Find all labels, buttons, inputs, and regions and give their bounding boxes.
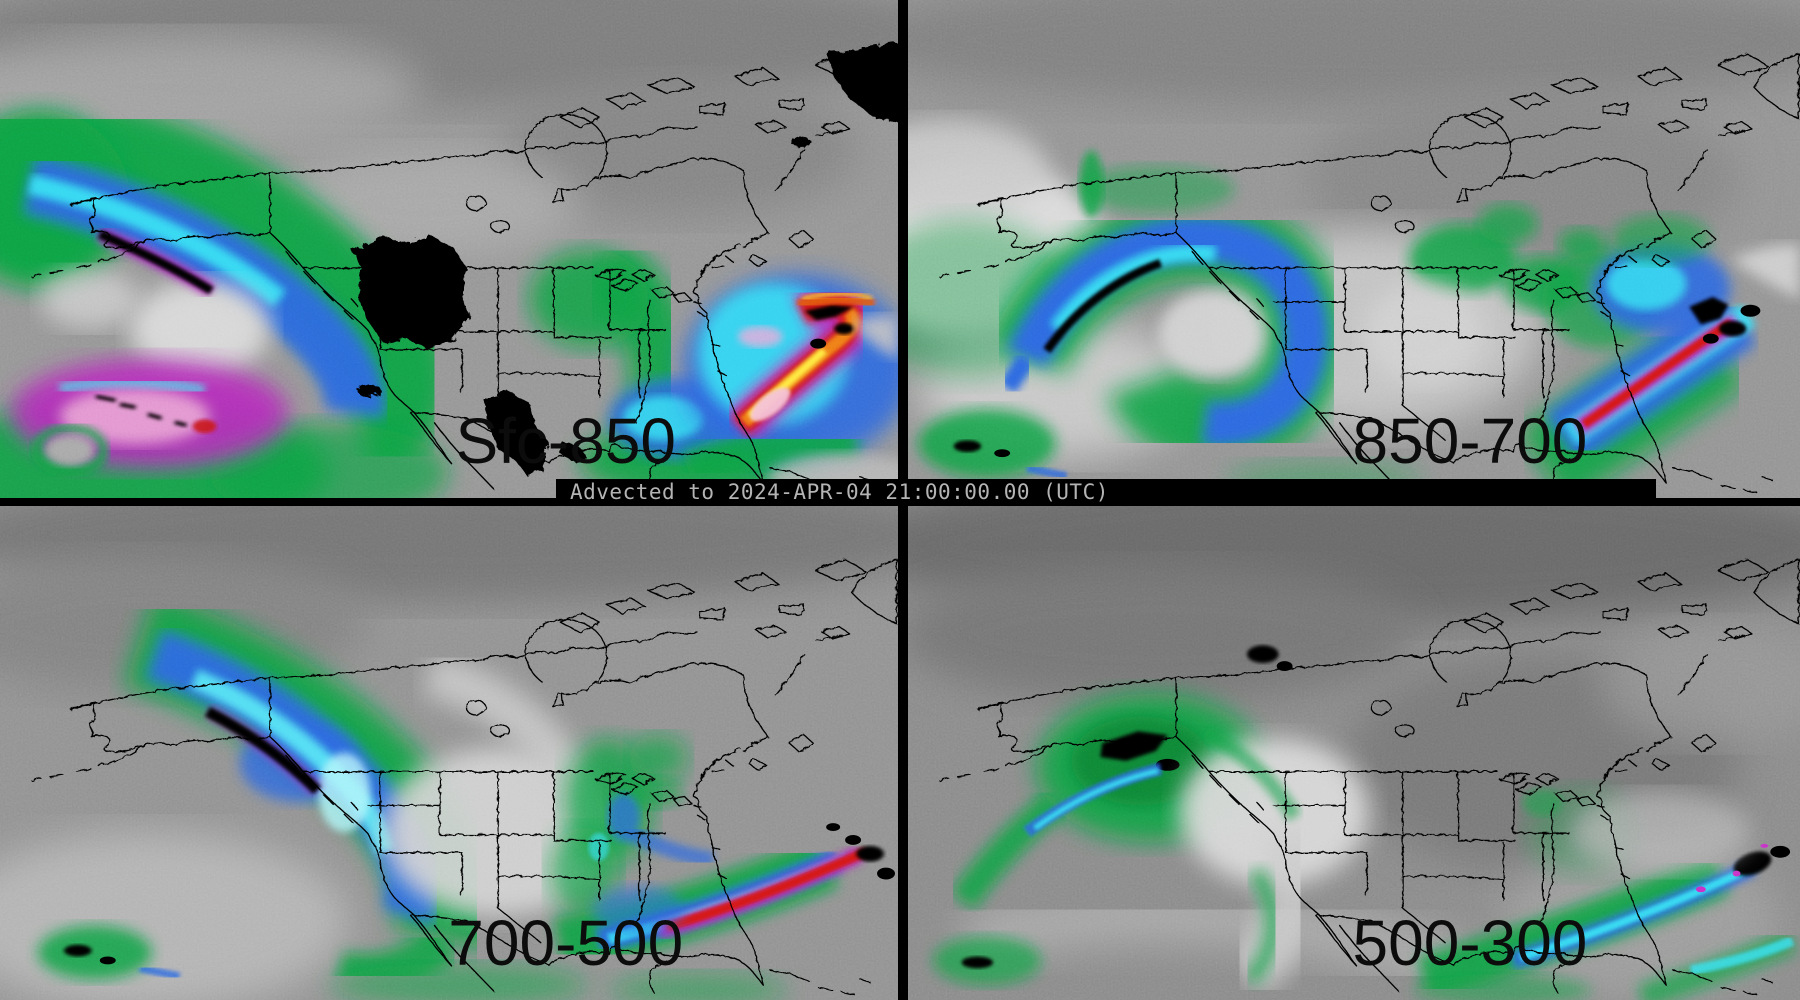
panel-700-500: 700-500: [0, 506, 898, 1000]
panel-500-300: 500-300: [908, 506, 1800, 1000]
satellite-map-500-300: [908, 506, 1800, 1000]
layer-label-sfc-850: Sfc-850: [455, 404, 677, 477]
satellite-map-850-700: [908, 0, 1800, 498]
panel-sfc-850: Sfc-850: [0, 0, 898, 498]
timestamp-banner: Advected to 2024-APR-04 21:00:00.00 (UTC…: [556, 479, 1656, 505]
layer-label-700-500: 700-500: [448, 907, 684, 980]
panel-850-700: 850-700: [908, 0, 1800, 498]
moisture-field-700-500: [0, 506, 898, 1000]
layer-label-850-700: 850-700: [1352, 404, 1588, 477]
moisture-field-sfc-850: [0, 0, 898, 498]
satellite-map-700-500: [0, 506, 898, 1000]
timestamp-text: Advected to 2024-APR-04 21:00:00.00 (UTC…: [570, 480, 1109, 504]
satellite-map-sfc-850: [0, 0, 898, 498]
layer-label-500-300: 500-300: [1352, 907, 1588, 980]
